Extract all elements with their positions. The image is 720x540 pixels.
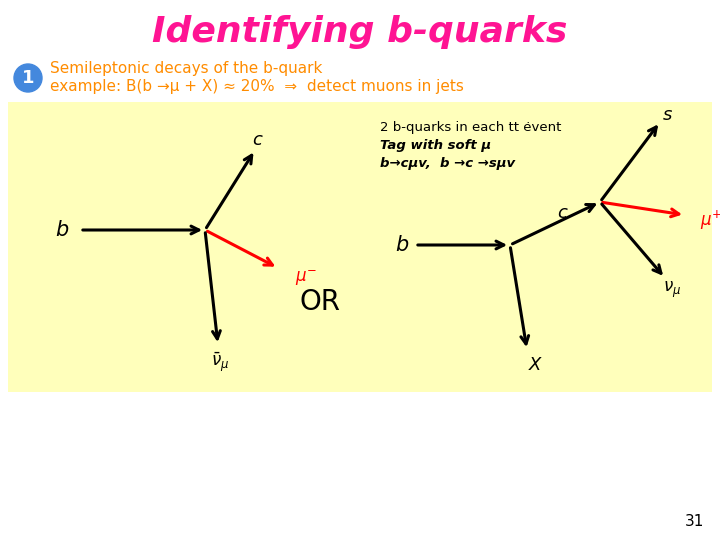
Text: $\bar{\nu}_{\mu}$: $\bar{\nu}_{\mu}$ [211, 350, 229, 374]
Circle shape [14, 64, 42, 92]
Text: $\nu_{\mu}$: $\nu_{\mu}$ [663, 280, 681, 300]
Text: 31: 31 [684, 515, 703, 530]
Bar [8, 102, 712, 392]
Text: Identifying b-quarks: Identifying b-quarks [153, 15, 567, 49]
Text: $c$: $c$ [252, 131, 264, 149]
Text: OR: OR [300, 288, 341, 316]
Text: $c$: $c$ [557, 204, 569, 222]
Text: 1: 1 [22, 69, 35, 87]
Text: Semileptonic decays of the b-quark: Semileptonic decays of the b-quark [50, 60, 323, 76]
Text: $X$: $X$ [528, 356, 544, 374]
Text: $\mu^{-}$: $\mu^{-}$ [295, 268, 317, 288]
Text: b→cμv,  b →c →sμv: b→cμv, b →c →sμv [380, 157, 515, 170]
Text: 2 b-quarks in each tt ėvent: 2 b-quarks in each tt ėvent [380, 120, 562, 133]
Text: Tag with soft μ: Tag with soft μ [380, 138, 491, 152]
Text: $b$: $b$ [395, 235, 409, 255]
Text: $\mu^{+}$: $\mu^{+}$ [700, 208, 720, 232]
Text: $s$: $s$ [662, 106, 672, 124]
Text: example: B(b →μ + X) ≈ 20%  ⇒  detect muons in jets: example: B(b →μ + X) ≈ 20% ⇒ detect muon… [50, 79, 464, 94]
Text: $b$: $b$ [55, 220, 69, 240]
